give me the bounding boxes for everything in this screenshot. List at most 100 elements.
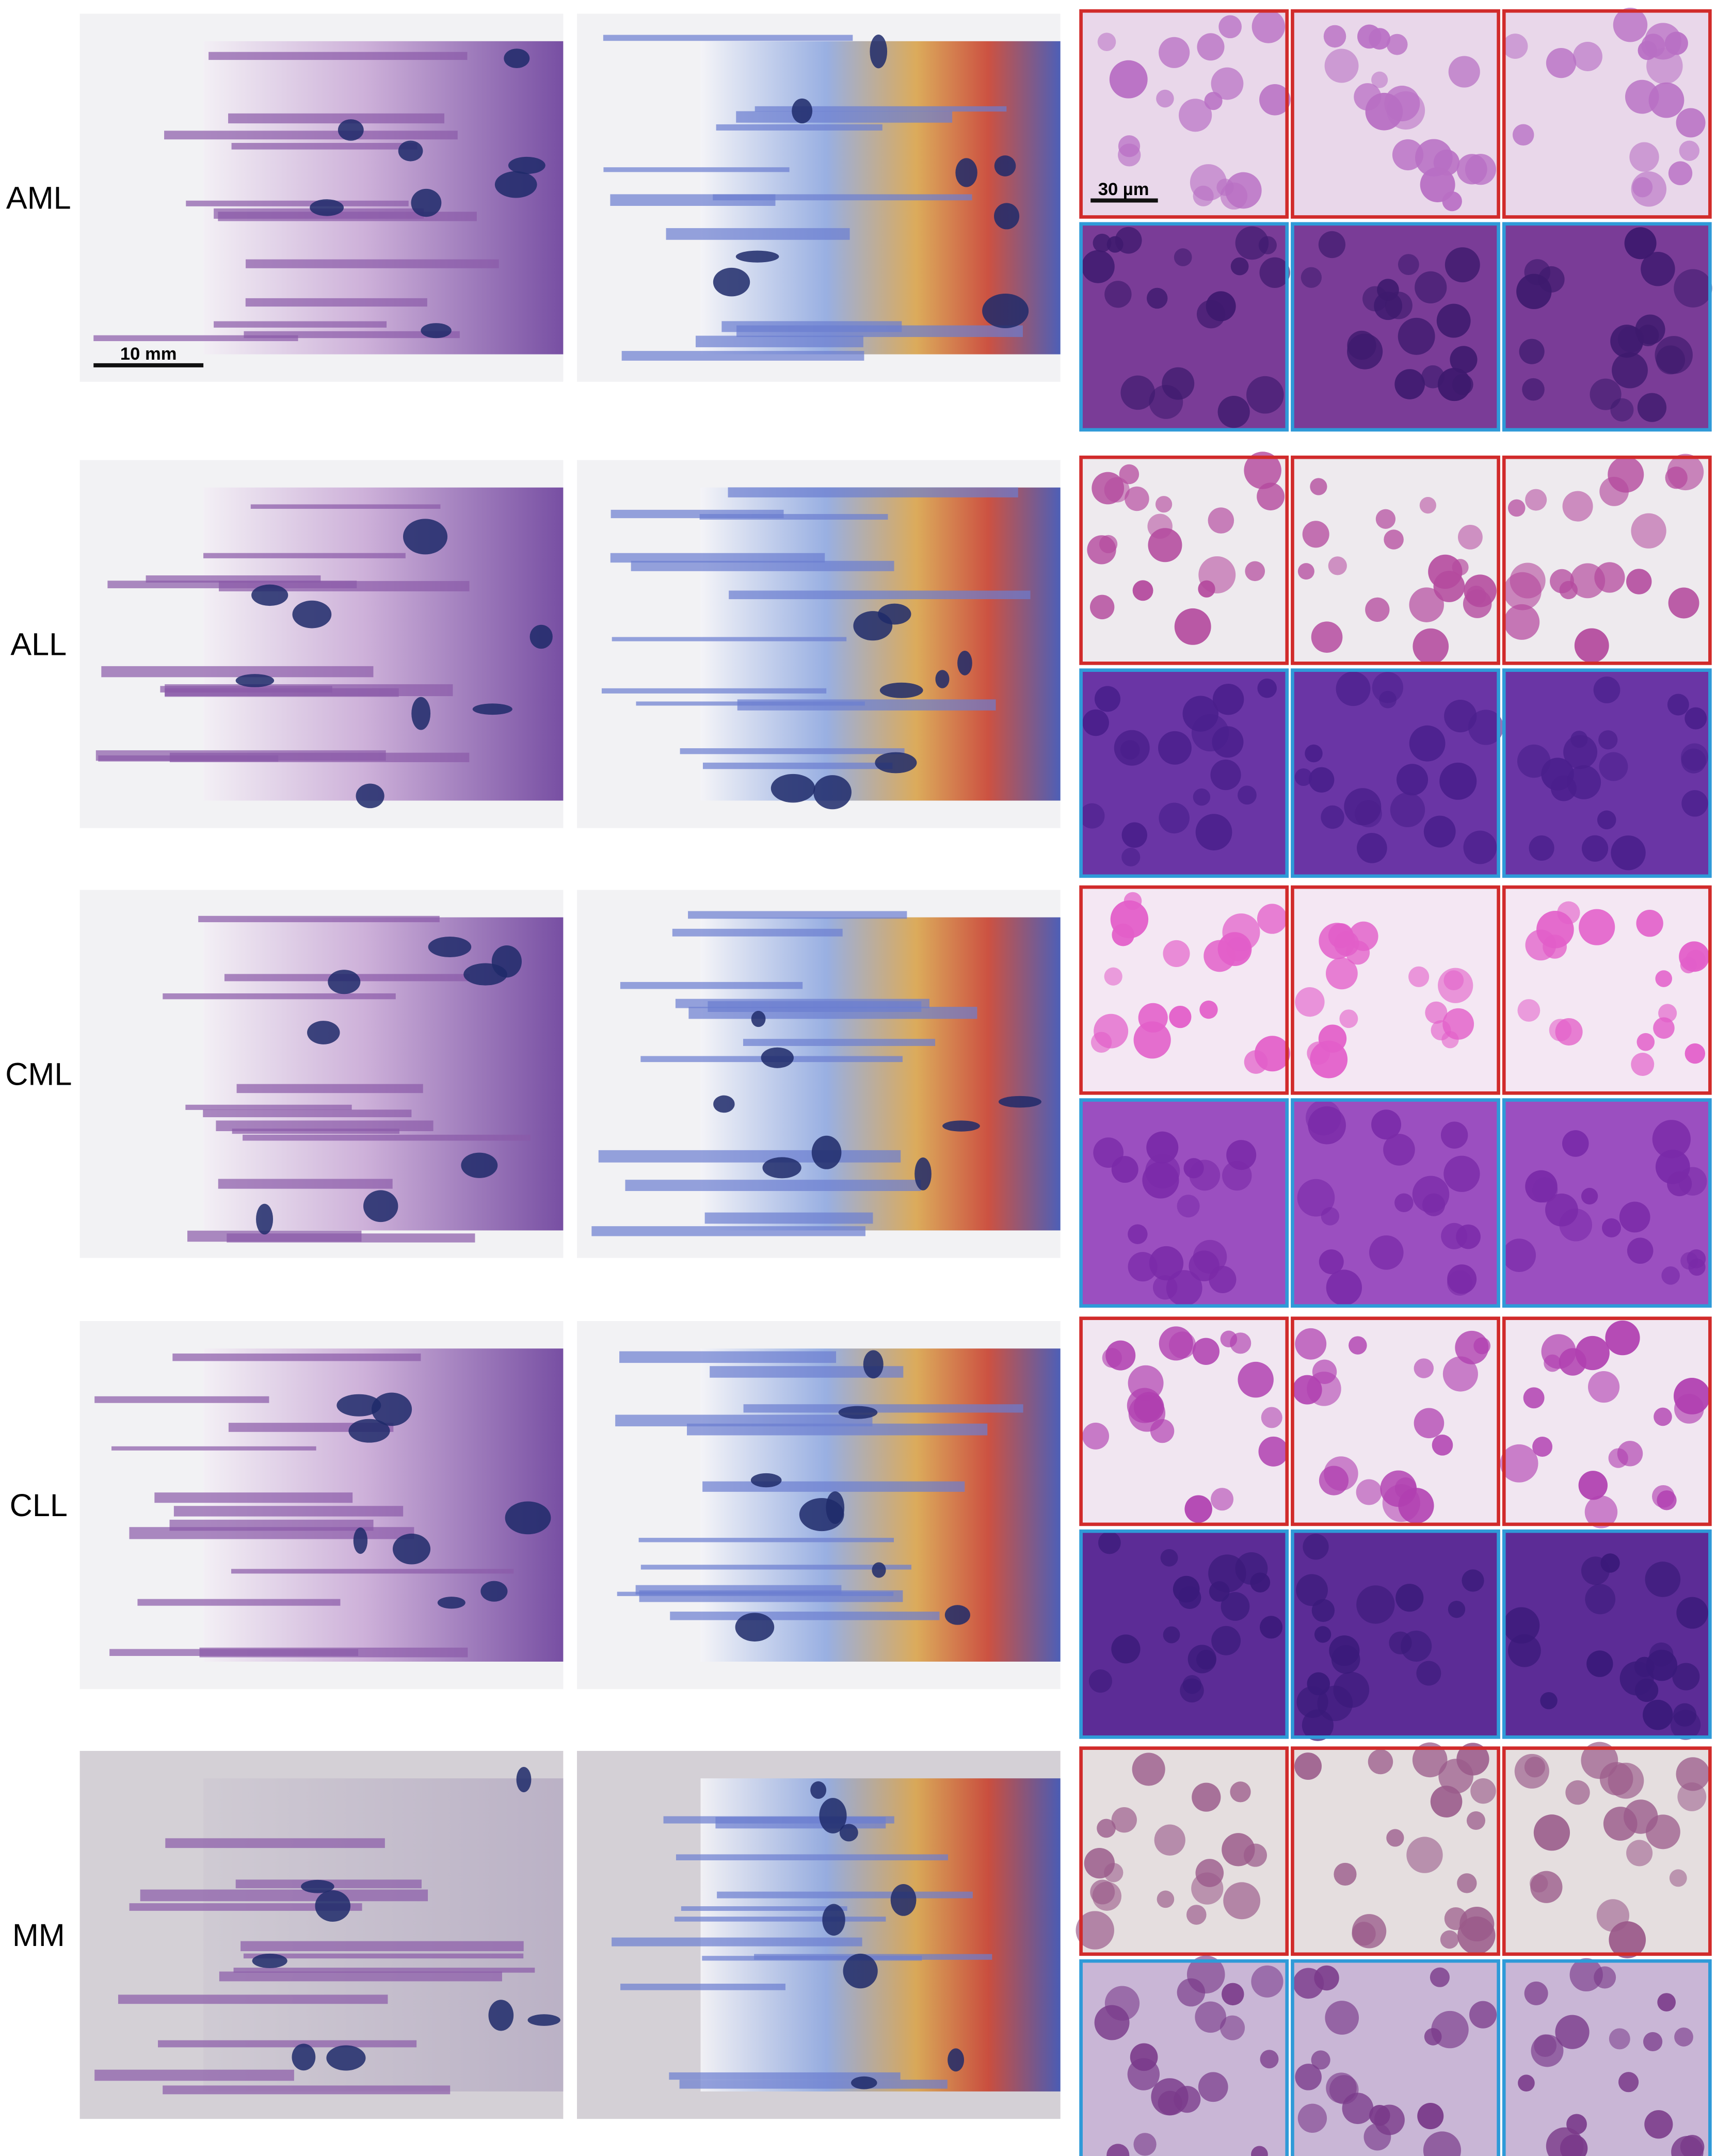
smear (700, 1778, 1061, 2091)
particle (421, 323, 452, 339)
cell (1645, 1562, 1681, 1597)
tile-frame (1291, 1959, 1500, 2156)
tile-frame (1502, 9, 1712, 219)
particle (839, 1824, 858, 1842)
cell (1510, 562, 1546, 599)
cell (1156, 89, 1174, 108)
cell (1661, 1266, 1680, 1285)
tile-frame (1079, 1959, 1289, 2156)
cell (1191, 714, 1229, 752)
cell (1503, 1607, 1540, 1644)
cell (1192, 1782, 1221, 1812)
particle (792, 98, 813, 124)
particle (735, 1613, 775, 1642)
cell (1462, 1569, 1484, 1592)
streak (111, 1446, 316, 1451)
particle (371, 1392, 412, 1426)
cell-tile (1291, 668, 1504, 878)
cell (1204, 92, 1223, 110)
streak (244, 331, 460, 339)
cell (1259, 257, 1290, 288)
cell (1423, 815, 1456, 848)
cell (1092, 1881, 1121, 1911)
cell (1517, 744, 1551, 778)
streak (240, 1941, 524, 1952)
scale-bar-label: 30 µm (1098, 180, 1149, 199)
streak (236, 1084, 423, 1093)
cell (1412, 1176, 1450, 1213)
cell (1294, 768, 1312, 786)
cell (1599, 476, 1629, 506)
cell (1105, 1340, 1136, 1371)
tile-frame (1291, 668, 1500, 878)
cell (1199, 1000, 1218, 1019)
cell-tile (1291, 885, 1500, 1095)
cell-tile (1291, 1959, 1500, 2156)
streak (669, 2072, 901, 2080)
cell (1430, 1967, 1450, 1987)
cell (1504, 604, 1540, 640)
tile-frame (1291, 222, 1500, 432)
particle (328, 970, 361, 994)
streak (619, 1351, 837, 1363)
cell (1420, 167, 1455, 202)
cell (1468, 710, 1504, 745)
cell (1230, 1781, 1251, 1803)
cell-tile (1502, 1529, 1712, 1740)
cell (1250, 1572, 1271, 1592)
cell (1310, 1040, 1348, 1079)
cell (1646, 1649, 1678, 1681)
cell (1158, 731, 1192, 765)
cell (1565, 1780, 1590, 1805)
cell (1436, 303, 1471, 338)
row-label: MM (12, 1918, 65, 1953)
cell (1456, 154, 1487, 185)
streak (620, 1984, 785, 1990)
cell (1111, 1156, 1138, 1183)
cell (1618, 2072, 1639, 2093)
cell (1674, 269, 1712, 308)
cell (1188, 1645, 1216, 1674)
cell (1626, 569, 1652, 594)
cell (1384, 529, 1404, 550)
cell (1443, 1155, 1480, 1192)
cell (1631, 1053, 1655, 1076)
particle (235, 674, 275, 687)
cell (1610, 398, 1634, 422)
cell (1193, 1240, 1227, 1274)
streak (233, 1968, 535, 1973)
particle (504, 49, 530, 69)
cell (1470, 1778, 1496, 1804)
cell (1238, 785, 1257, 805)
cell (1560, 2134, 1588, 2156)
cell (1473, 1337, 1491, 1355)
cell (1524, 1981, 1548, 2005)
particle (948, 2048, 965, 2072)
cell (1540, 1692, 1558, 1710)
cell (1312, 1359, 1337, 1384)
particle (411, 697, 431, 730)
particle (957, 650, 972, 675)
streak (243, 1953, 524, 1959)
smear (203, 1778, 564, 2091)
cell (1259, 84, 1291, 116)
cell (1222, 913, 1260, 952)
tile-frame (1079, 668, 1289, 878)
cell (1211, 1626, 1241, 1655)
cell (1544, 1354, 1561, 1372)
cell (1324, 49, 1359, 83)
particle (461, 1152, 498, 1178)
cell (1469, 2001, 1497, 2029)
particle (851, 2076, 877, 2089)
particle (955, 158, 977, 187)
row-label: AML (6, 180, 71, 215)
cell (1658, 1004, 1677, 1023)
cell (1352, 1914, 1387, 1949)
cell (1257, 482, 1285, 511)
cell (1507, 499, 1526, 517)
cell (1133, 2133, 1157, 2156)
cell (1193, 185, 1214, 206)
particle (508, 156, 545, 174)
cell (1121, 822, 1147, 848)
cell (1419, 496, 1436, 514)
